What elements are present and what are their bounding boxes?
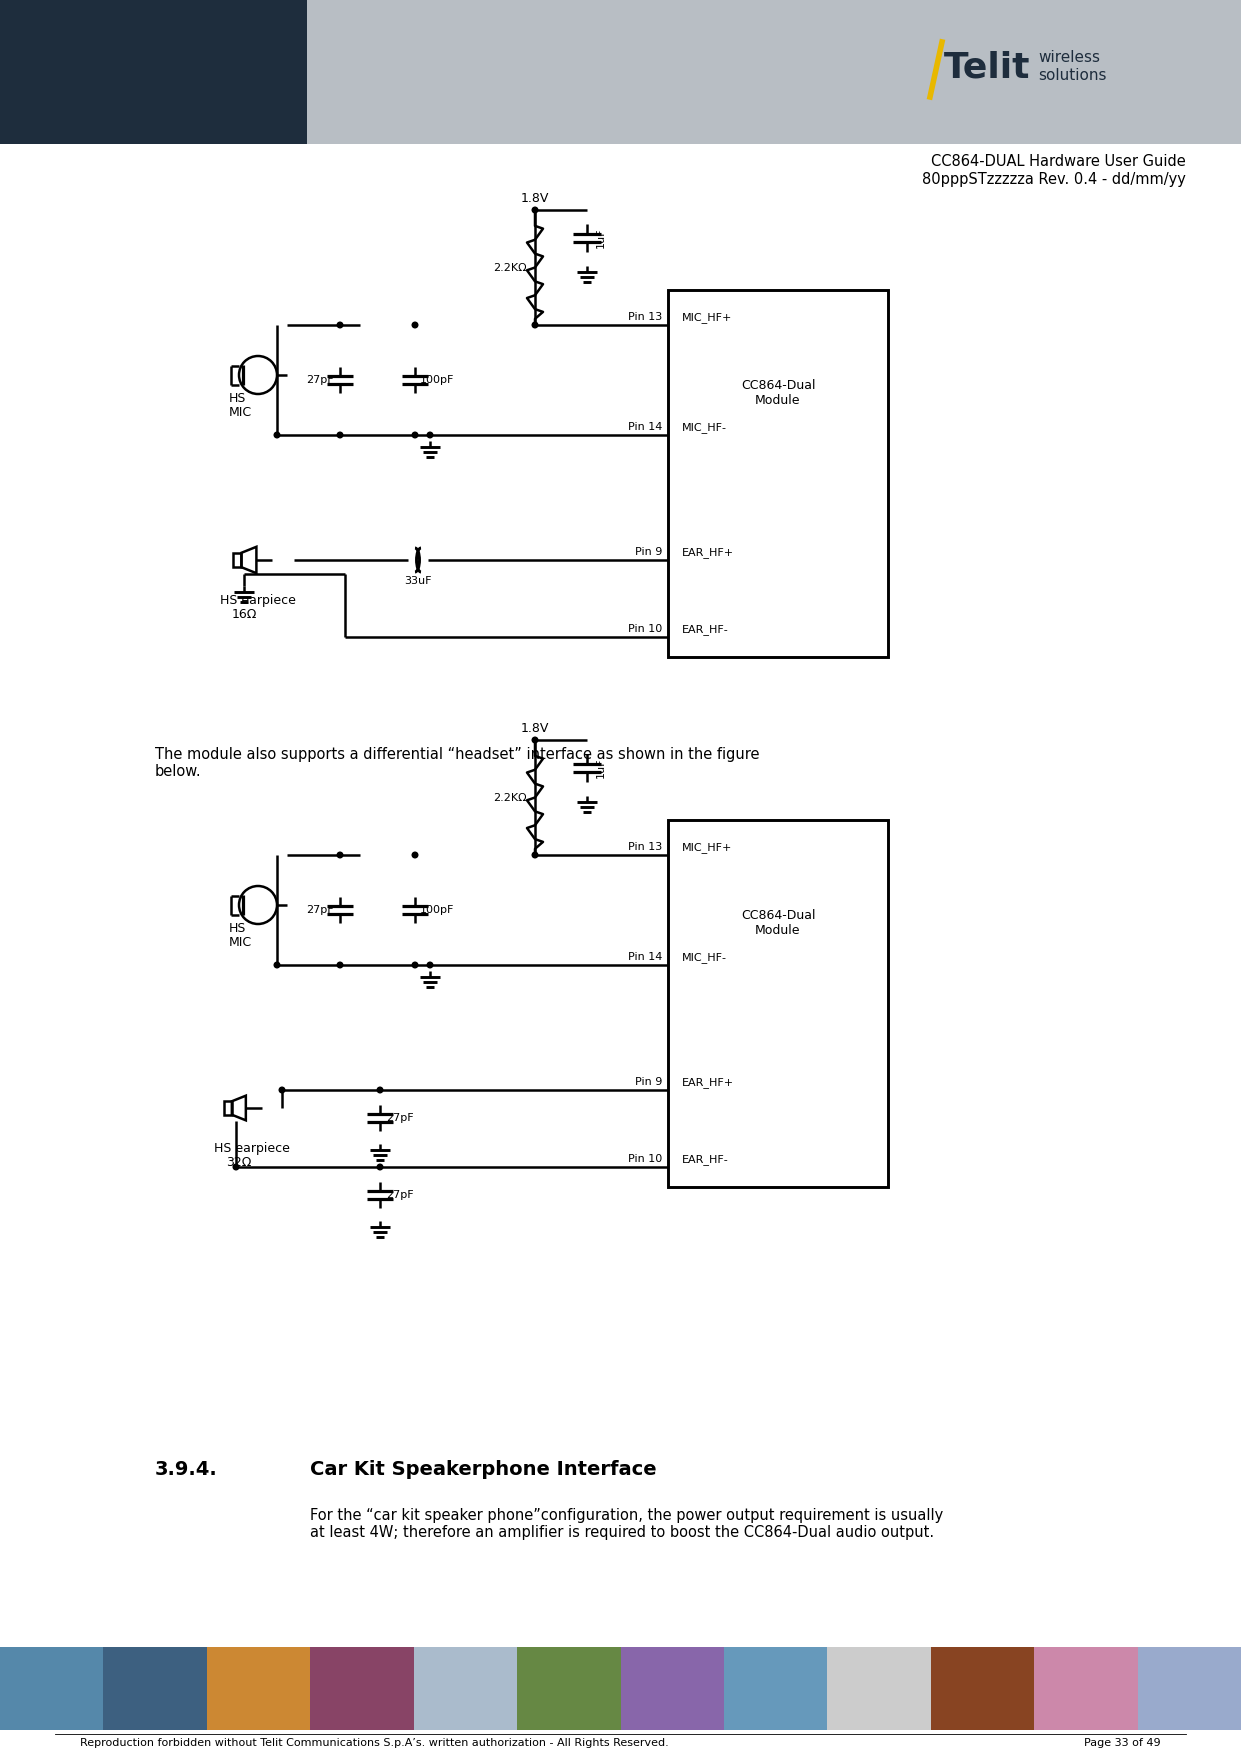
Circle shape	[338, 962, 343, 967]
Text: 27pF: 27pF	[386, 1190, 413, 1200]
Bar	[724, 1646, 828, 1730]
Bar	[223, 1102, 232, 1114]
Text: 1.8V: 1.8V	[521, 721, 550, 735]
Circle shape	[274, 432, 279, 437]
Text: Pin 14: Pin 14	[628, 951, 661, 962]
Circle shape	[377, 1164, 382, 1171]
Text: EAR_HF-: EAR_HF-	[683, 1155, 728, 1165]
Bar	[310, 1646, 413, 1730]
Text: 16Ω: 16Ω	[232, 607, 257, 621]
Text: HS: HS	[230, 921, 247, 935]
Text: 2.2KΩ: 2.2KΩ	[494, 793, 527, 802]
Text: 100pF: 100pF	[419, 906, 454, 914]
Bar	[307, 0, 1241, 144]
Text: Reproduction forbidden without Telit Communications S.p.A’s. written authorizati: Reproduction forbidden without Telit Com…	[79, 1737, 669, 1748]
Circle shape	[532, 853, 537, 858]
Circle shape	[274, 962, 279, 967]
Text: For the “car kit speaker phone”configuration, the power output requirement is us: For the “car kit speaker phone”configura…	[310, 1508, 943, 1541]
Circle shape	[338, 323, 343, 328]
Bar	[668, 290, 889, 656]
Text: solutions: solutions	[1037, 68, 1107, 84]
Text: 27pF: 27pF	[386, 1113, 413, 1123]
Text: 1uF: 1uF	[596, 228, 606, 247]
Text: 2.2KΩ: 2.2KΩ	[494, 263, 527, 272]
Text: MIC: MIC	[230, 935, 252, 949]
Text: The module also supports a differential “headset” interface as shown in the figu: The module also supports a differential …	[155, 748, 759, 779]
Text: HS earpiece: HS earpiece	[213, 1143, 290, 1155]
Circle shape	[427, 432, 433, 437]
Circle shape	[532, 323, 537, 328]
Text: CC864-DUAL Hardware User Guide: CC864-DUAL Hardware User Guide	[931, 154, 1186, 168]
Bar	[1138, 1646, 1241, 1730]
Circle shape	[412, 853, 418, 858]
Text: Page 33 of 49: Page 33 of 49	[1085, 1737, 1162, 1748]
Text: Pin 13: Pin 13	[628, 312, 661, 321]
Circle shape	[338, 853, 343, 858]
Text: wireless: wireless	[1037, 51, 1100, 65]
Bar	[620, 1646, 724, 1730]
Bar	[828, 1646, 931, 1730]
Bar	[931, 1646, 1034, 1730]
Circle shape	[412, 323, 418, 328]
Text: 27pF: 27pF	[307, 376, 334, 384]
Text: Pin 14: Pin 14	[628, 421, 661, 432]
Text: Pin 10: Pin 10	[628, 625, 661, 634]
Text: CC864-Dual
Module: CC864-Dual Module	[741, 379, 815, 407]
Text: EAR_HF+: EAR_HF+	[683, 1078, 735, 1088]
Bar	[1034, 1646, 1138, 1730]
Circle shape	[412, 962, 418, 967]
Bar	[517, 1646, 620, 1730]
Bar	[103, 1646, 207, 1730]
Text: MIC: MIC	[230, 405, 252, 419]
Text: Telit: Telit	[944, 51, 1030, 84]
Text: HS: HS	[230, 391, 247, 405]
Text: Pin 9: Pin 9	[634, 548, 661, 556]
Circle shape	[377, 1086, 382, 1093]
Circle shape	[338, 432, 343, 437]
Text: 33uF: 33uF	[405, 576, 432, 586]
Text: Pin 13: Pin 13	[628, 842, 661, 851]
Text: EAR_HF+: EAR_HF+	[683, 548, 735, 558]
Bar	[0, 0, 307, 144]
Text: Pin 10: Pin 10	[628, 1155, 661, 1164]
Bar	[233, 553, 242, 567]
Text: MIC_HF-: MIC_HF-	[683, 423, 727, 433]
Text: 100pF: 100pF	[419, 376, 454, 384]
Text: HS earpiece: HS earpiece	[220, 593, 295, 607]
Text: MIC_HF+: MIC_HF+	[683, 842, 732, 853]
Text: 80pppSTzzzzza Rev. 0.4 - dd/mm/yy: 80pppSTzzzzza Rev. 0.4 - dd/mm/yy	[922, 172, 1186, 188]
Circle shape	[532, 737, 537, 742]
Text: MIC_HF-: MIC_HF-	[683, 953, 727, 963]
Text: 32Ω: 32Ω	[226, 1157, 252, 1169]
Bar	[207, 1646, 310, 1730]
Text: Car Kit Speakerphone Interface: Car Kit Speakerphone Interface	[310, 1460, 656, 1479]
Circle shape	[412, 432, 418, 437]
Text: Pin 9: Pin 9	[634, 1078, 661, 1086]
Text: EAR_HF-: EAR_HF-	[683, 625, 728, 635]
Text: CC864-Dual
Module: CC864-Dual Module	[741, 909, 815, 937]
Bar	[668, 820, 889, 1186]
Circle shape	[532, 207, 537, 212]
Text: 1.8V: 1.8V	[521, 191, 550, 205]
Text: 3.9.4.: 3.9.4.	[155, 1460, 217, 1479]
Bar	[413, 1646, 517, 1730]
Circle shape	[279, 1086, 284, 1093]
Bar	[0, 1646, 103, 1730]
Circle shape	[427, 962, 433, 967]
Text: 27pF: 27pF	[307, 906, 334, 914]
Text: MIC_HF+: MIC_HF+	[683, 312, 732, 323]
Text: 1uF: 1uF	[596, 758, 606, 777]
Circle shape	[233, 1164, 238, 1171]
